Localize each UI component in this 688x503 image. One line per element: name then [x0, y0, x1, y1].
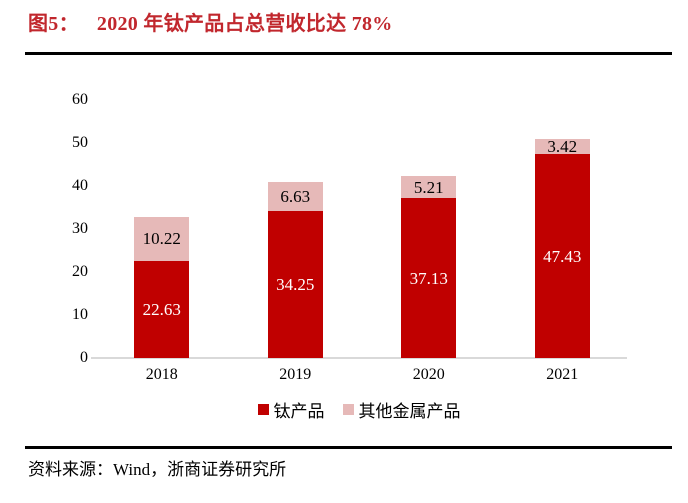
source-note: 资料来源：Wind，浙商证券研究所 — [28, 460, 287, 479]
bar-segment-series1-2020: 37.13 — [401, 198, 457, 358]
y-axis-tick-label: 20 — [72, 263, 88, 280]
x-axis-label-2018: 2018 — [145, 366, 178, 383]
bar-value-label: 47.43 — [543, 246, 582, 266]
y-axis-tick-label: 60 — [72, 91, 88, 108]
bar-value-label: 22.63 — [142, 299, 181, 319]
y-axis-tick-label: 30 — [72, 220, 88, 237]
x-axis-label-2021: 2021 — [546, 366, 579, 383]
bar-segment-series2-2021: 3.42 — [534, 137, 590, 157]
legend-swatch-icon — [257, 404, 269, 415]
bar-segment-series1-2021: 47.43 — [534, 154, 590, 358]
legend-item: 其他金属产品 — [342, 397, 461, 422]
legend-label: 钛产品 — [273, 402, 325, 421]
figure-title-text: 2020 年钛产品占总营收比达 78% — [96, 13, 393, 35]
top-divider — [25, 52, 672, 55]
bar-value-label: 5.21 — [413, 177, 444, 197]
bar-value-label: 6.63 — [280, 186, 311, 206]
x-axis-line — [91, 357, 627, 359]
y-axis-tick-label: 0 — [80, 349, 88, 366]
bar-value-label: 3.42 — [547, 137, 578, 157]
legend-label: 其他金属产品 — [358, 402, 461, 421]
y-axis-tick-label: 40 — [72, 177, 88, 194]
bar-segment-series2-2019: 6.63 — [267, 182, 323, 211]
bar-segment-series2-2020: 5.21 — [401, 175, 457, 199]
legend-item: 钛产品 — [257, 397, 325, 422]
chart-legend: 钛产品 其他金属产品 — [91, 397, 627, 422]
bottom-divider — [25, 446, 672, 449]
bar-value-label: 10.22 — [142, 229, 181, 249]
bar-segment-series1-2018: 22.63 — [134, 260, 190, 358]
y-axis-tick-label: 50 — [72, 134, 88, 151]
legend-swatch-icon — [342, 404, 354, 415]
x-axis-label-2019: 2019 — [279, 366, 312, 383]
bar-segment-series2-2018: 10.22 — [134, 216, 190, 261]
figure-title: 图5： 2020 年钛产品占总营收比达 78% — [28, 7, 393, 36]
bar-value-label: 34.25 — [276, 274, 315, 294]
x-axis-label-2020: 2020 — [412, 366, 445, 383]
bar-segment-series1-2019: 34.25 — [267, 210, 323, 358]
y-axis-tick-label: 10 — [72, 306, 88, 323]
bar-value-label: 37.13 — [409, 268, 448, 288]
figure-label: 图5： — [28, 13, 79, 35]
